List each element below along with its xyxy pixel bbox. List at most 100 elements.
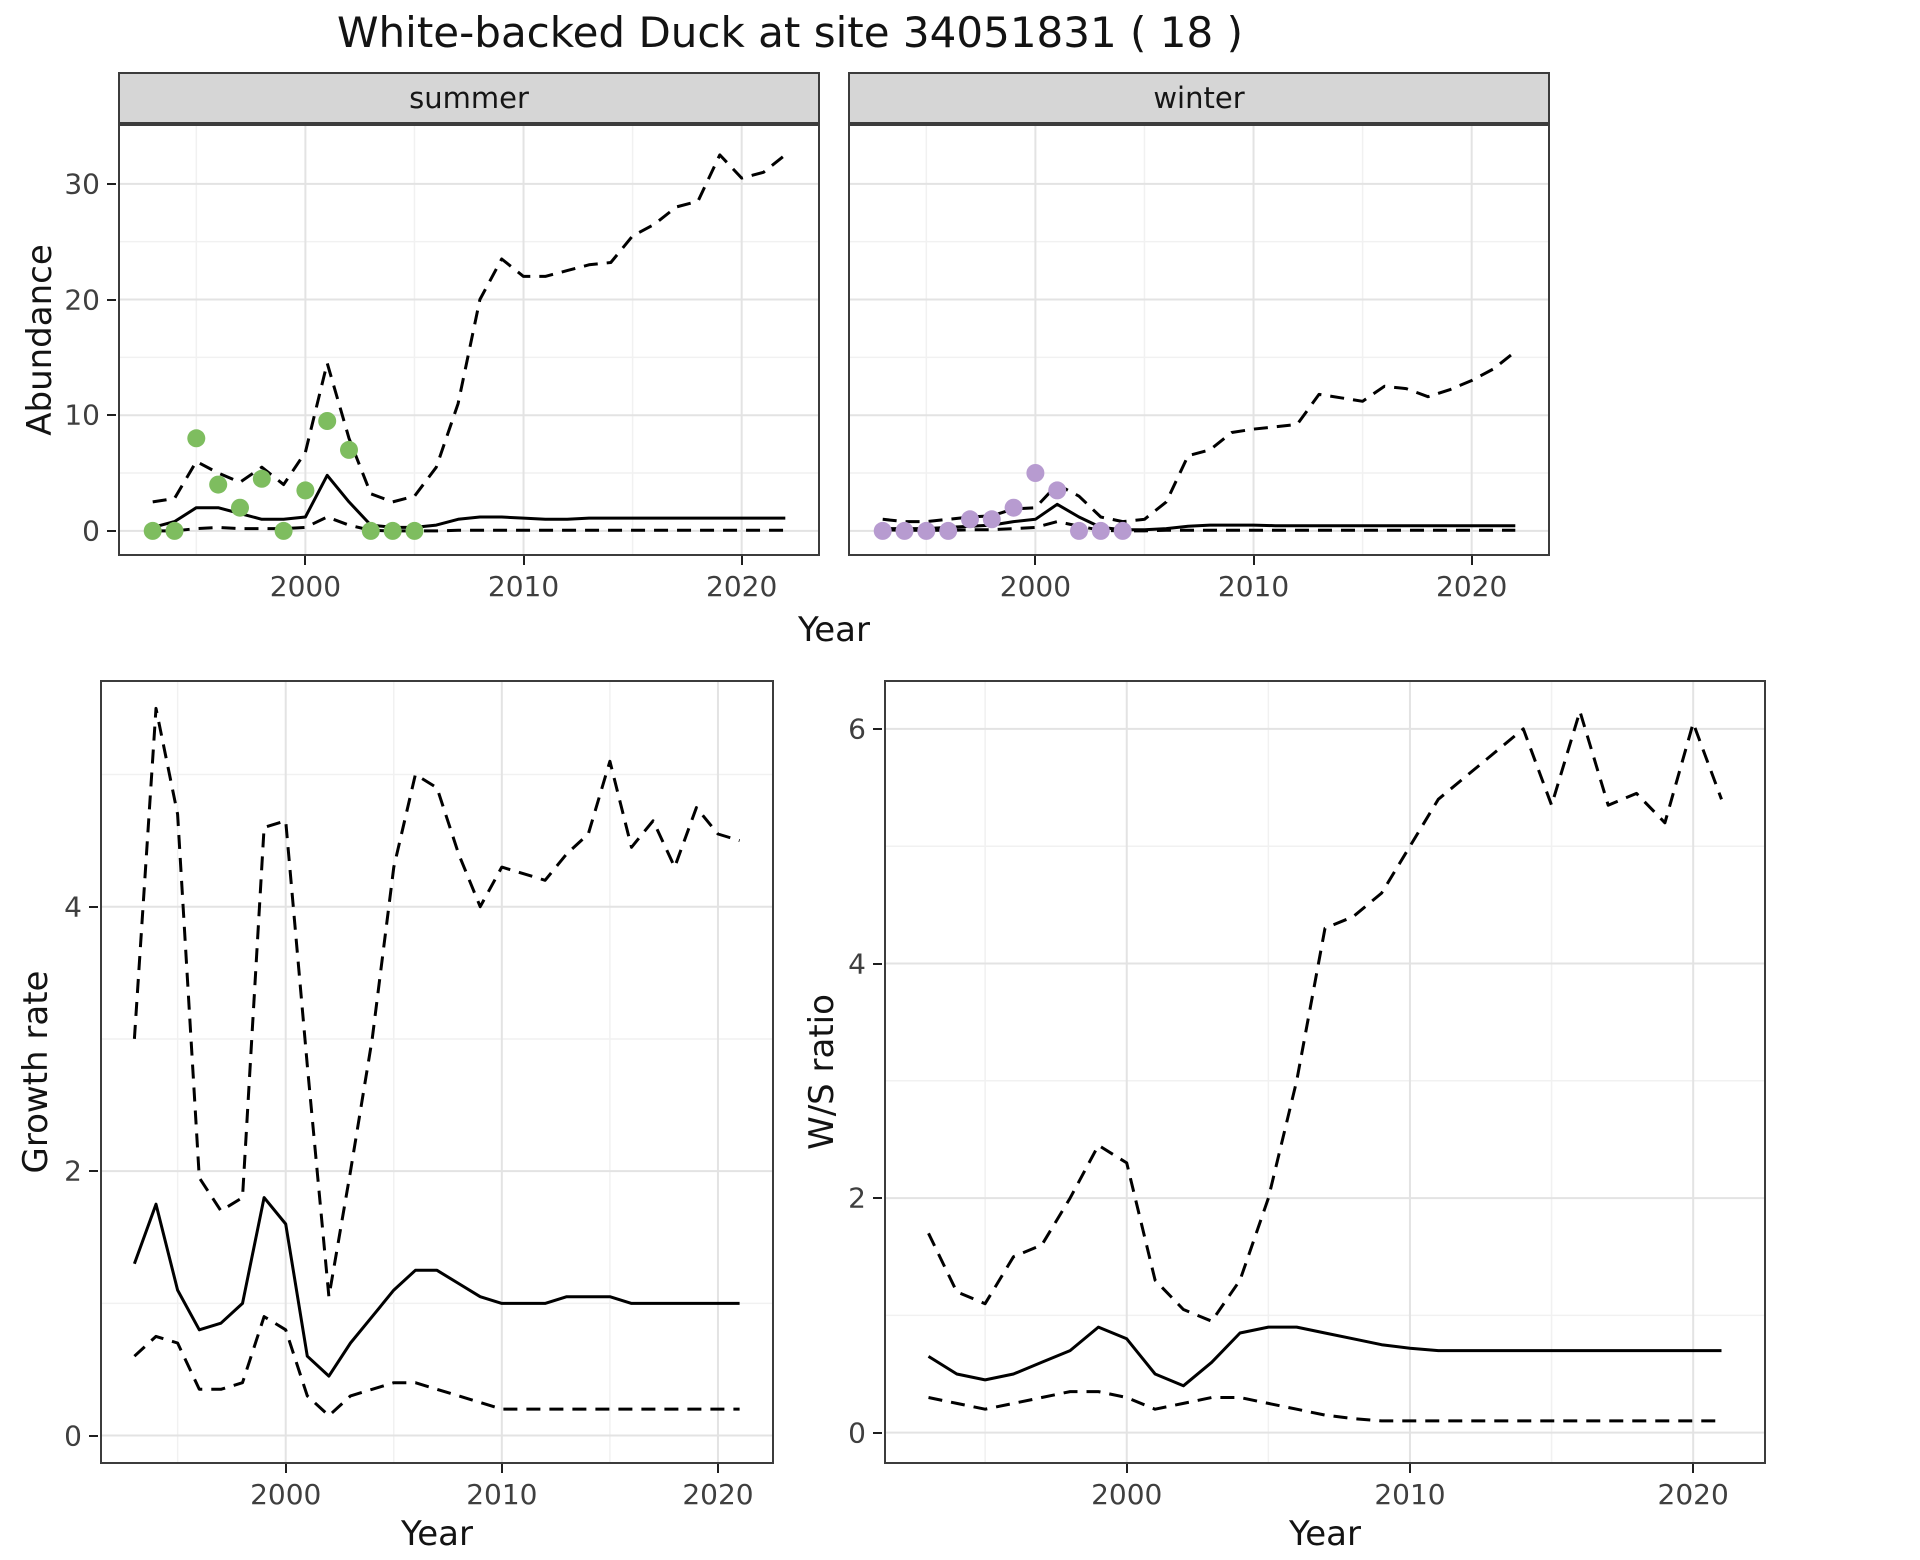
y-tick-mark [89, 905, 98, 908]
x-tick-label: 2000 [999, 570, 1072, 603]
y-axis-label-growth-rate: Growth rate [16, 970, 56, 1174]
x-tick-mark [1252, 556, 1255, 565]
y-tick-label: 0 [82, 514, 100, 548]
data-point-observed-counts [961, 510, 979, 529]
x-tick-mark [740, 556, 743, 565]
x-axis-label-ws-ratio: Year [1289, 1514, 1361, 1554]
panel-growth-rate: 2000 2010 2020 0 2 4 [64, 680, 774, 1511]
y-tick-label: 30 [64, 167, 100, 201]
series-line-upper-ci [927, 709, 1723, 1323]
y-tick-mark [89, 1170, 98, 1173]
data-point-observed-counts [209, 475, 228, 494]
x-tick-mark [1408, 1464, 1411, 1473]
series-line-lower-ci [152, 515, 786, 533]
y-axis-label-ws-ratio: W/S ratio [802, 994, 842, 1150]
data-point-observed-counts [296, 481, 315, 500]
x-tick-label: 2010 [1217, 570, 1290, 603]
y-tick-label: 4 [848, 947, 866, 980]
data-point-observed-counts [873, 521, 892, 540]
data-point-observed-counts [1070, 521, 1088, 540]
y-tick-mark [107, 182, 116, 185]
x-tick-label: 2020 [682, 1478, 754, 1511]
x-tick-mark [522, 556, 525, 565]
panel-abundance-summer: 2000 2010 2020 0 10 20 30 [64, 124, 820, 603]
data-point-observed-counts [1113, 521, 1132, 540]
data-point-observed-counts [1026, 464, 1045, 482]
data-point-observed-counts [252, 469, 271, 488]
series-line-upper-ci [132, 706, 741, 1299]
series-line-upper-ci [152, 153, 787, 504]
x-tick-mark [500, 1464, 503, 1473]
y-tick-label: 2 [848, 1181, 866, 1215]
data-point-observed-counts [895, 521, 914, 540]
panel-abundance-winter: 2000 2010 2020 [848, 124, 1550, 603]
data-point-observed-counts [405, 521, 424, 540]
series-line-median [132, 1196, 740, 1378]
y-tick-mark [107, 529, 116, 532]
y-tick-mark [873, 1431, 882, 1434]
x-axis-label-top: Year [798, 610, 870, 650]
x-tick-label: 2010 [466, 1478, 538, 1511]
y-tick-label: 2 [64, 1154, 82, 1188]
chart-svg-abundance-winter [850, 126, 1548, 554]
y-tick-label: 0 [64, 1419, 82, 1453]
x-tick-mark [1692, 1464, 1695, 1473]
y-tick-mark [873, 727, 882, 730]
series-line-upper-ci [882, 350, 1517, 524]
x-tick-label: 2000 [269, 570, 342, 603]
series-line-median [152, 473, 786, 529]
x-tick-label: 2020 [706, 570, 778, 603]
x-tick-label: 2020 [1657, 1478, 1729, 1511]
data-point-observed-counts [982, 510, 1001, 529]
x-tick-mark [1470, 556, 1473, 565]
x-tick-label: 2010 [1374, 1478, 1446, 1511]
y-tick-mark [107, 298, 116, 301]
data-point-observed-counts [165, 521, 184, 540]
chart-svg-abundance-summer [120, 126, 818, 554]
y-tick-label: 10 [64, 398, 100, 432]
y-tick-mark [873, 1197, 882, 1200]
chart-svg-growth-rate [102, 682, 772, 1462]
x-tick-mark [1034, 556, 1037, 565]
data-point-observed-counts [383, 521, 402, 540]
series-line-lower-ci [882, 520, 1516, 533]
facet-strip-summer: summer [118, 72, 820, 124]
y-tick-mark [107, 414, 116, 417]
series-line-median [927, 1325, 1722, 1388]
x-tick-mark [716, 1464, 719, 1473]
facet-strip-winter: winter [848, 72, 1550, 124]
data-point-observed-counts [143, 521, 162, 540]
x-tick-label: 2000 [250, 1478, 322, 1511]
data-point-observed-counts [1048, 481, 1067, 500]
series-line-lower-ci [133, 1315, 740, 1418]
data-point-observed-counts [340, 440, 358, 459]
data-point-observed-counts [917, 521, 936, 540]
y-tick-mark [89, 1434, 98, 1437]
data-point-observed-counts [939, 521, 958, 540]
data-point-observed-counts [1091, 521, 1110, 540]
x-tick-label: 2020 [1436, 570, 1508, 603]
x-tick-mark [304, 556, 307, 565]
y-tick-label: 6 [848, 712, 866, 746]
panel-ws-ratio: 2000 2010 2020 0 2 4 6 [848, 680, 1766, 1511]
x-tick-label: 2010 [487, 570, 560, 603]
x-tick-mark [284, 1464, 287, 1473]
series-line-lower-ci [928, 1390, 1722, 1423]
data-point-observed-counts [1004, 498, 1023, 517]
data-point-observed-counts [318, 412, 337, 430]
data-point-observed-counts [361, 521, 380, 540]
x-tick-mark [1125, 1464, 1128, 1473]
y-tick-label: 20 [64, 283, 100, 316]
data-point-observed-counts [187, 429, 206, 448]
y-tick-label: 0 [848, 1416, 866, 1450]
data-point-observed-counts [231, 498, 249, 517]
y-tick-label: 4 [64, 890, 82, 924]
x-axis-label-growth-rate: Year [401, 1514, 473, 1554]
figure-title: White-backed Duck at site 34051831 ( 18 … [337, 8, 1243, 57]
y-axis-label-abundance: Abundance [20, 244, 60, 436]
chart-svg-ws-ratio [886, 682, 1764, 1462]
x-tick-label: 2000 [1091, 1478, 1163, 1511]
data-point-observed-counts [274, 521, 293, 540]
y-tick-mark [873, 962, 882, 965]
